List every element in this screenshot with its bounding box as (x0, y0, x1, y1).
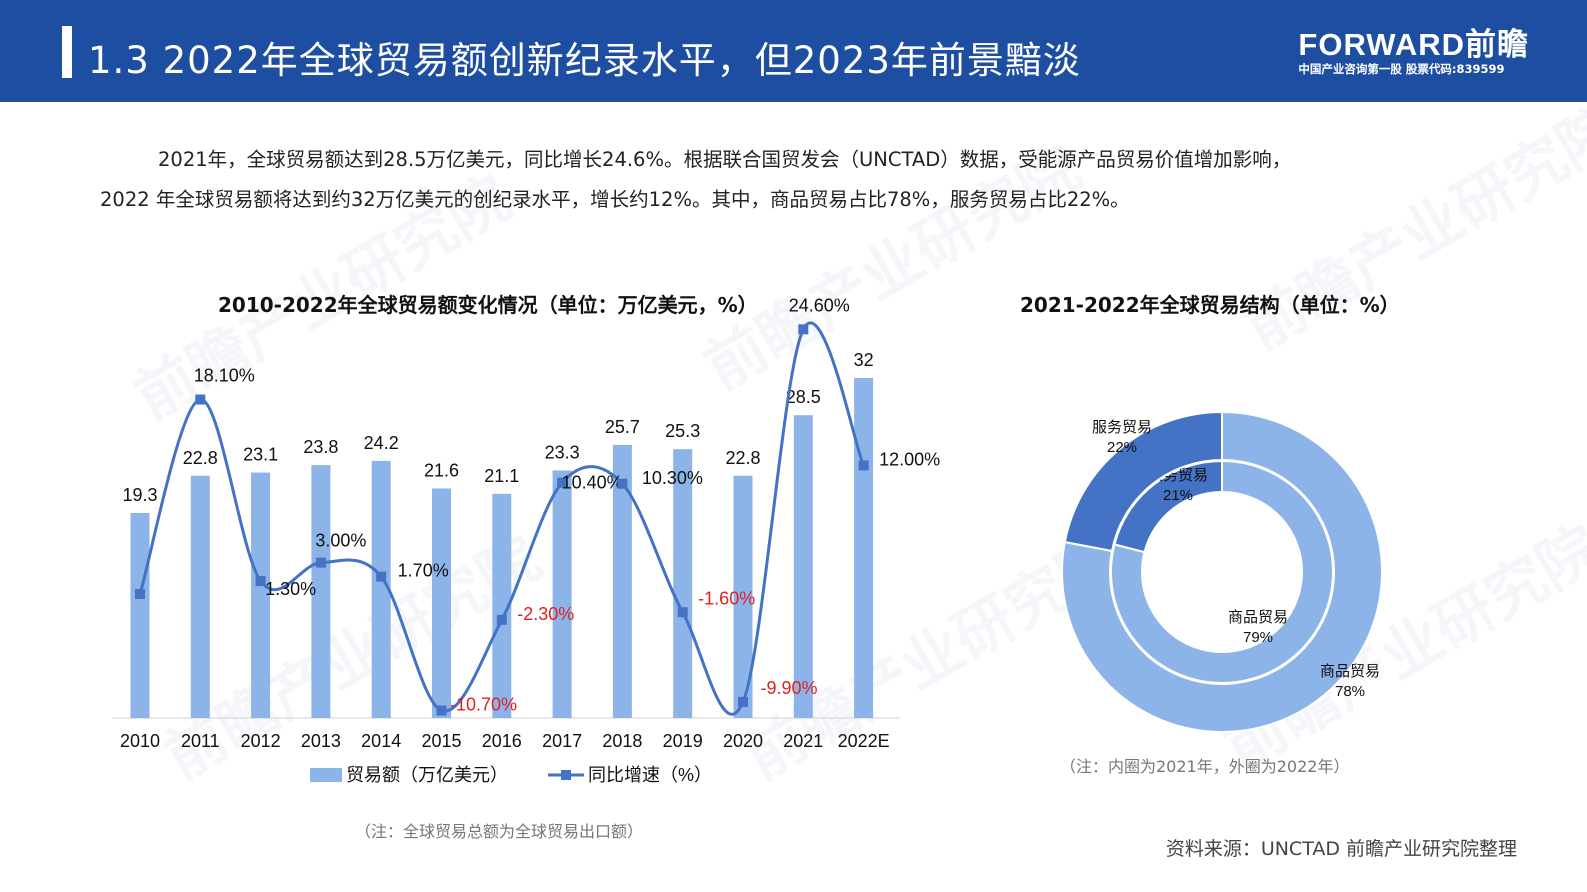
header-banner: 1.3 2022年全球贸易额创新纪录水平，但2023年前景黯淡 FORWARD前… (0, 0, 1587, 102)
watermark: 前瞻产业研究院 (1233, 92, 1587, 364)
growth-rate-label: -10.70% (450, 695, 517, 715)
growth-rate-label: 1.70% (398, 561, 449, 581)
x-tick-label: 2019 (663, 731, 703, 751)
x-tick-label: 2021 (783, 731, 823, 751)
bar-2022E (854, 378, 874, 718)
bar-value-label: 21.1 (484, 466, 519, 486)
donut-slice-name: 商品贸易 (1228, 609, 1288, 626)
x-tick-label: 2022E (838, 731, 890, 751)
bar-value-label: 25.3 (665, 421, 700, 441)
growth-rate-label: -9.90% (760, 678, 817, 698)
growth-rate-point (677, 607, 688, 618)
bar-chart-title: 2010-2022年全球贸易额变化情况（单位：万亿美元，%） (218, 293, 758, 317)
bar-value-label: 23.1 (243, 445, 278, 465)
bar-value-label: 24.2 (364, 433, 399, 453)
bar-2021 (793, 415, 813, 718)
growth-rate-point (557, 477, 568, 488)
bar-2011 (190, 475, 210, 718)
growth-rate-point (738, 696, 748, 707)
growth-rate-point (195, 394, 206, 405)
bar-2018 (612, 444, 632, 718)
x-tick-label: 2013 (301, 731, 341, 751)
bar-value-label: 23.3 (545, 442, 580, 462)
donut-slice-value: 79% (1243, 629, 1273, 646)
growth-rate-point (436, 705, 447, 716)
donut-slice-name: 商品贸易 (1320, 663, 1380, 680)
intro-text: 2021年，全球贸易额达到28.5万亿美元，同比增长24.6%。根据联合国贸发会… (100, 140, 1500, 220)
growth-rate-point (496, 614, 507, 625)
legend-label-growth-rate: 同比增速（%） (588, 765, 712, 785)
x-tick-label: 2017 (542, 731, 582, 751)
intro-paragraph-1: 2021年，全球贸易额达到28.5万亿美元，同比增长24.6%。根据联合国贸发会… (158, 148, 1292, 171)
intro-paragraph-2: 2022 年全球贸易额将达到约32万亿美元的创纪录水平，增长约12%。其中，商品… (100, 188, 1130, 211)
growth-rate-label: -2.30% (517, 604, 574, 624)
bar-value-label: 28.5 (786, 387, 821, 407)
x-tick-label: 2012 (241, 731, 281, 751)
x-tick-label: 2020 (723, 731, 763, 751)
bar-value-label: 19.3 (122, 485, 157, 505)
bar-value-label: 25.7 (605, 417, 640, 437)
x-tick-label: 2010 (120, 731, 160, 751)
growth-rate-point (376, 571, 387, 582)
bar-2012 (251, 472, 271, 718)
donut-slice-value: 78% (1335, 683, 1365, 700)
brand-logo: FORWARD前瞻 (1298, 27, 1529, 62)
growth-rate-label: 3.00% (315, 531, 366, 551)
title-accent-bar (62, 26, 72, 78)
x-tick-label: 2015 (421, 731, 461, 751)
growth-rate-point (858, 460, 869, 471)
legend-marker-growth-rate (561, 770, 571, 780)
growth-rate-point (135, 589, 145, 599)
growth-rate-label: -1.60% (698, 588, 755, 608)
growth-rate-point (617, 478, 628, 489)
bar-2019 (673, 449, 693, 718)
donut-slice-value: 22% (1107, 439, 1137, 456)
growth-rate-label: 18.10% (194, 366, 255, 386)
bar-chart-note: （注：全球贸易总额为全球贸易出口额） (355, 822, 644, 841)
donut-slice-value: 21% (1163, 487, 1193, 504)
x-tick-label: 2018 (602, 731, 642, 751)
source-note: 资料来源：UNCTAD 前瞻产业研究院整理 (1165, 838, 1517, 860)
growth-rate-label: 10.30% (642, 468, 703, 488)
growth-rate-label: 12.00% (879, 449, 940, 469)
donut-slice-2022-goods (1061, 410, 1383, 733)
growth-rate-label: 24.60% (789, 295, 850, 315)
legend-swatch-trade-value (310, 768, 342, 782)
bar-2016 (492, 493, 512, 718)
bar-2010 (130, 512, 150, 718)
growth-rate-point (798, 324, 809, 335)
donut-slice-name: 服务贸易 (1092, 419, 1152, 436)
growth-rate-point (315, 557, 326, 568)
bar-2020 (733, 475, 753, 718)
bar-2013 (311, 465, 331, 718)
growth-rate-point (255, 575, 266, 586)
bar-value-label: 23.8 (303, 437, 338, 457)
donut-slice-2021-goods (1110, 459, 1334, 684)
x-tick-label: 2016 (482, 731, 522, 751)
x-tick-label: 2011 (181, 731, 220, 751)
bar-2014 (371, 460, 391, 718)
bar-value-label: 22.8 (183, 448, 218, 468)
bar-2015 (432, 488, 451, 718)
bar-value-label: 32 (854, 350, 874, 370)
donut-slice-2022-services (1063, 410, 1223, 553)
brand-block: FORWARD前瞻 中国产业咨询第一股 股票代码:839599 (1298, 27, 1529, 77)
donut-chart-title: 2021-2022年全球贸易结构（单位：%） (1020, 293, 1400, 317)
trade-combo-chart: 19.3 2010 22.8 2011 23.1 2012 23.8 2013 24.2 2014… (112, 295, 940, 785)
brand-stock-code: 中国产业咨询第一股 股票代码:839599 (1298, 62, 1505, 76)
bar-2017 (552, 470, 572, 718)
growth-rate-line (138, 321, 865, 716)
bar-value-label: 21.6 (424, 461, 459, 481)
bar-value-label: 22.8 (725, 448, 760, 468)
growth-rate-label: 1.30% (265, 579, 316, 599)
growth-rate-label: 10.40% (562, 473, 623, 493)
legend-label-trade-value: 贸易额（万亿美元） (346, 765, 508, 785)
donut-chart-note: （注：内圈为2021年，外圈为2022年） (1060, 757, 1350, 776)
x-tick-label: 2014 (361, 731, 401, 751)
page-title: 1.3 2022年全球贸易额创新纪录水平，但2023年前景黯淡 (88, 39, 1081, 82)
